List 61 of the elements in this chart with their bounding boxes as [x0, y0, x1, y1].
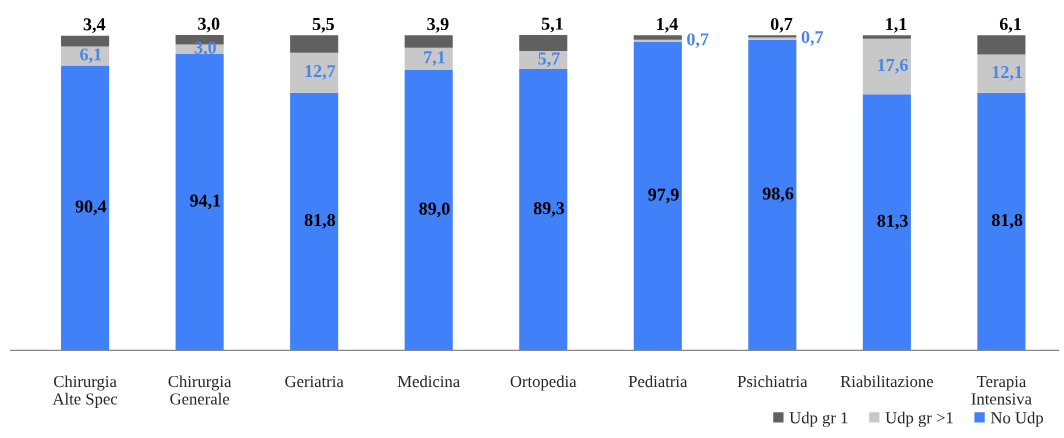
x-tick-label: Medicina: [397, 375, 460, 388]
bar: [61, 35, 110, 47]
x-tick-label: Terapia Intensiva: [971, 375, 1032, 405]
bar: [290, 52, 339, 93]
legend-label: No Udp: [990, 411, 1044, 427]
data-label: 12,7: [305, 65, 336, 80]
bar: [748, 39, 797, 351]
bar: [404, 47, 453, 71]
bar: [977, 92, 1026, 351]
bar: [977, 54, 1026, 93]
data-label: 0,7: [801, 31, 824, 46]
legend-label: Udp gr 1: [789, 411, 848, 427]
bar: [404, 70, 453, 351]
bar: [977, 35, 1026, 55]
x-tick-label: Geriatria: [285, 375, 344, 388]
data-label: 97,9: [648, 188, 679, 204]
x-tick-label: Psichiatria: [737, 375, 808, 388]
data-label: 5,5: [312, 18, 334, 33]
data-label: 6,1: [80, 48, 102, 64]
data-label: 90,4: [75, 200, 107, 216]
data-label: 81,8: [304, 213, 336, 229]
x-tick-label: Chirurgia Generale: [168, 375, 232, 405]
data-label: 89,0: [419, 202, 450, 218]
data-label: 12,1: [992, 66, 1022, 81]
data-label: 94,1: [190, 194, 221, 210]
data-label: 0,7: [770, 17, 793, 33]
bar: [633, 39, 682, 42]
bar: [862, 38, 911, 95]
bar: [633, 35, 682, 40]
legend-label: Udp gr >1: [885, 411, 953, 427]
data-label: 0,7: [687, 33, 709, 49]
bar: [633, 41, 682, 351]
bar: [290, 92, 339, 351]
bar: [862, 35, 911, 39]
data-label: 17,6: [878, 58, 908, 74]
bar: [519, 51, 568, 70]
x-tick-label: Ortopedia: [510, 375, 577, 391]
data-label: 6,1: [999, 17, 1021, 33]
data-label: 1,1: [886, 18, 907, 33]
data-label: 81,8: [991, 213, 1023, 229]
data-label: 1,4: [657, 18, 678, 33]
data-label: 3,0: [194, 41, 216, 57]
data-label: 3,0: [198, 17, 220, 33]
bar: [404, 35, 453, 48]
data-label: 81,3: [877, 214, 908, 230]
data-label: 89,3: [533, 202, 565, 217]
x-tick-label: Riabilitazione: [840, 375, 934, 388]
x-tick-label: Chirurgia Alte Spec: [52, 375, 118, 408]
data-label: 7,1: [424, 51, 445, 66]
data-label: 5,7: [538, 52, 560, 68]
bar: [519, 69, 568, 351]
bar: [519, 35, 568, 52]
bar: [290, 35, 339, 53]
bar: [61, 65, 110, 351]
bar: [61, 46, 110, 66]
data-label: 3,4: [83, 18, 106, 34]
x-tick-label: Pediatria: [628, 375, 688, 388]
data-label: 5,1: [541, 17, 563, 33]
data-label: 98,6: [762, 187, 794, 203]
data-label: 3,9: [427, 17, 449, 33]
bar: [862, 94, 911, 351]
